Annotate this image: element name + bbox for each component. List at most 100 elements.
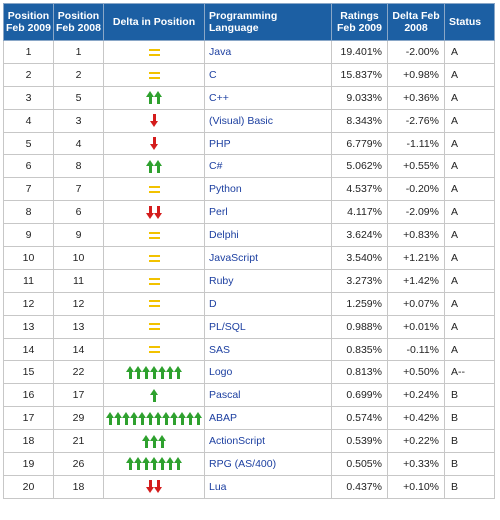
up-arrow-icon [154,159,162,173]
up-arrow-icon [150,457,158,471]
position-2008-cell: 18 [53,474,104,499]
rating-cell: 0.539% [331,429,388,454]
position-2008-cell: 22 [53,360,104,385]
position-2009-cell: 11 [3,268,54,293]
position-2009-cell: 9 [3,223,54,248]
language-link[interactable]: C# [204,154,332,179]
down-arrow-icon [154,480,162,494]
language-link[interactable]: (Visual) Basic [204,108,332,133]
status-cell: A [444,62,495,87]
language-link[interactable]: Ruby [204,268,332,293]
up-arrow-icon [146,91,154,105]
status-cell: A [444,291,495,316]
table-row: 20 18 Lua 0.437% +0.10% B [3,474,495,499]
up-arrow-icon [146,159,154,173]
position-2008-cell: 26 [53,452,104,476]
rating-change-cell: -0.11% [387,337,445,362]
up-arrow-icon [146,411,154,425]
language-link[interactable]: Python [204,177,332,202]
up-arrows-group [126,457,182,471]
down-arrow-icon [146,480,154,494]
table-row: 12 12 D 1.259% +0.07% A [3,291,495,316]
position-2008-cell: 1 [53,40,104,64]
language-link[interactable]: C++ [204,85,332,110]
language-link[interactable]: JavaScript [204,246,332,270]
down-arrows-group [150,137,158,150]
up-arrow-icon [106,411,114,425]
up-arrow-icon [142,434,150,448]
table-row: 7 7 Python 4.537% -0.20% A [3,177,495,202]
delta-position-cell [103,383,205,408]
up-arrow-icon [114,411,122,425]
rating-cell: 3.540% [331,246,388,270]
up-arrows-group [126,365,182,379]
rating-cell: 19.401% [331,40,388,64]
up-arrow-icon [150,365,158,379]
language-link[interactable]: C [204,62,332,87]
status-cell: A [444,131,495,156]
status-cell: A [444,200,495,225]
language-link[interactable]: Pascal [204,383,332,408]
status-cell: A-- [444,360,495,385]
language-link[interactable]: Delphi [204,223,332,248]
up-arrow-icon [138,411,146,425]
position-2009-cell: 20 [3,474,54,499]
rating-cell: 3.624% [331,223,388,248]
table-row: 13 13 PL/SQL 0.988% +0.01% A [3,314,495,339]
up-arrow-icon [122,411,130,425]
position-2008-cell: 29 [53,406,104,431]
equal-icon [148,277,160,285]
language-link[interactable]: Perl [204,200,332,225]
position-2009-cell: 16 [3,383,54,408]
position-2009-cell: 13 [3,314,54,339]
up-arrow-icon [134,457,142,471]
language-link[interactable]: ActionScript [204,429,332,454]
language-link[interactable]: Java [204,40,332,64]
delta-position-cell [103,154,205,179]
language-link[interactable]: PHP [204,131,332,156]
delta-position-cell [103,131,205,156]
status-cell: B [444,474,495,499]
up-arrow-icon [194,411,202,425]
table-row: 14 14 SAS 0.835% -0.11% A [3,337,495,362]
rating-cell: 0.813% [331,360,388,385]
rating-cell: 9.033% [331,85,388,110]
language-link[interactable]: PL/SQL [204,314,332,339]
rating-cell: 8.343% [331,108,388,133]
language-link[interactable]: Lua [204,474,332,499]
language-link[interactable]: ABAP [204,406,332,431]
table-row: 2 2 C 15.837% +0.98% A [3,62,495,87]
position-2008-cell: 14 [53,337,104,362]
rating-cell: 4.537% [331,177,388,202]
language-ranking-table: Position Feb 2009 Position Feb 2008 Delt… [3,3,495,499]
equal-icon [148,254,160,262]
header-ratings: Ratings Feb 2009 [331,3,388,41]
position-2008-cell: 7 [53,177,104,202]
equal-icon [148,300,160,308]
position-2008-cell: 4 [53,131,104,156]
rating-change-cell: +1.42% [387,268,445,293]
position-2008-cell: 21 [53,429,104,454]
rating-change-cell: +0.83% [387,223,445,248]
language-link[interactable]: RPG (AS/400) [204,452,332,476]
language-link[interactable]: D [204,291,332,316]
delta-position-cell [103,452,205,476]
up-arrows-group [142,434,166,448]
equal-icon [148,323,160,331]
rating-cell: 0.835% [331,337,388,362]
delta-position-cell [103,177,205,202]
position-2008-cell: 12 [53,291,104,316]
position-2008-cell: 3 [53,108,104,133]
position-2009-cell: 10 [3,246,54,270]
position-2009-cell: 8 [3,200,54,225]
language-link[interactable]: Logo [204,360,332,385]
status-cell: B [444,429,495,454]
up-arrow-icon [174,457,182,471]
rating-cell: 3.273% [331,268,388,293]
header-delta-position: Delta in Position [103,3,205,41]
delta-position-cell [103,360,205,385]
rating-change-cell: +0.42% [387,406,445,431]
position-2009-cell: 3 [3,85,54,110]
language-link[interactable]: SAS [204,337,332,362]
up-arrow-icon [178,411,186,425]
